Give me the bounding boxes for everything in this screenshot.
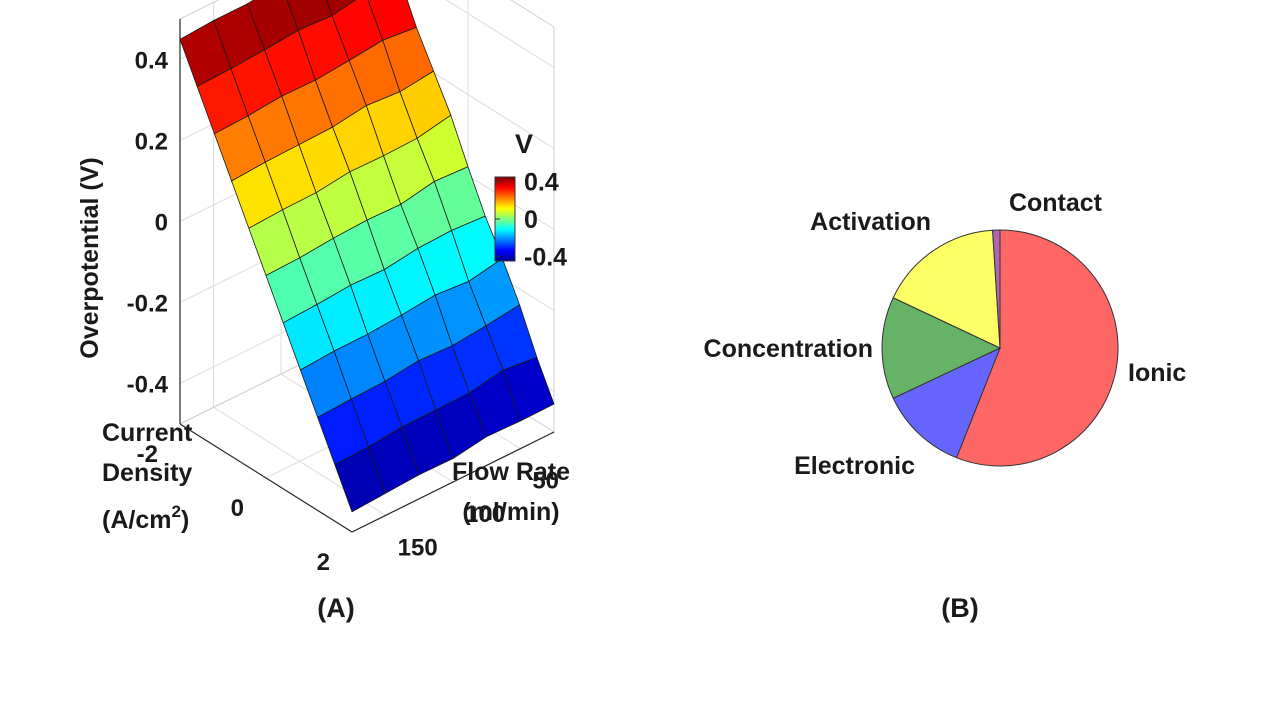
colorbar-ticks: 0.4 0 -0.4 (495, 169, 567, 271)
y-tick-label: 50 (532, 468, 559, 495)
panel-a-label: (A) (317, 593, 354, 623)
pie-slice-contact (992, 229, 1001, 349)
panel-b-label: (B) (941, 593, 978, 623)
x-axis-label-line3: (A/cm2) (102, 502, 189, 534)
colorbar-tick-label: 0 (524, 206, 538, 234)
x-axis-label-close: ) (181, 506, 189, 534)
z-tick-label: 0.2 (135, 129, 168, 156)
y-tick-label: 100 (465, 501, 505, 528)
x-axis-label: Current Density (A/cm2) (102, 419, 193, 534)
x-axis-label-line2: Density (102, 459, 192, 487)
surface-patch (326, 0, 357, 17)
pie-label-contact: Contact (1009, 189, 1103, 217)
x-axis-line (179, 423, 353, 533)
pie-slices (881, 229, 1119, 467)
pie-label-concentration: Concentration (704, 335, 873, 363)
pie-slice-concentration (881, 297, 1002, 399)
x-tick-label: 2 (317, 549, 330, 576)
pie-slice-activation (892, 229, 1001, 349)
x-tick-label: -2 (137, 441, 158, 468)
y-axis-label-line1: Flow Rate (452, 458, 570, 486)
z-tick-label: 0 (155, 210, 168, 237)
z-axis-label: Overpotential (V) (76, 157, 104, 358)
pie-slice-electronic (892, 347, 1001, 459)
x-axis-label-exponent: 2 (171, 502, 180, 521)
y-axis-ticks: 50 100 150 (398, 468, 559, 562)
surface-patch (334, 446, 387, 513)
surface-mesh (179, 0, 555, 513)
pie-label-ionic: Ionic (1128, 359, 1186, 387)
colorbar-title: V (515, 129, 533, 159)
box-edge (510, 0, 555, 28)
z-tick-label: 0.4 (135, 48, 169, 75)
x-axis-label-unit: (A/cm (102, 506, 171, 534)
y-axis-line (351, 431, 555, 533)
pie-label-electronic: Electronic (794, 452, 915, 480)
colorbar-tick-label: 0.4 (524, 169, 559, 197)
x-axis-label-line1: Current (102, 419, 193, 447)
y-tick-label: 150 (398, 534, 438, 561)
colorbar-tick-label: -0.4 (524, 243, 567, 271)
colorbar: V 0.4 0 -0.4 (494, 129, 567, 271)
box-edge (179, 0, 220, 20)
pie-labels: Ionic Electronic Concentration Activation Co… (704, 189, 1187, 480)
x-axis-ticks: -2 0 2 (137, 441, 330, 576)
panel-a-surface-plot: Overpotential (V) 0.4 0.2 0 -0.2 -0.4 -2 0 2 5… (76, 0, 570, 623)
pie-label-activation: Activation (810, 208, 931, 236)
y-axis-label: Flow Rate (ml/min) (452, 458, 570, 526)
z-axis-ticks: 0.4 0.2 0 -0.2 -0.4 (127, 48, 169, 399)
panel-b-pie-chart: Ionic Electronic Concentration Activation Co… (704, 189, 1187, 623)
pie-slice-ionic (955, 229, 1119, 467)
z-tick-label: -0.4 (127, 372, 169, 399)
z-tick-label: -0.2 (127, 291, 168, 318)
y-axis-label-line2: (ml/min) (462, 498, 559, 526)
x-tick-label: 0 (231, 495, 244, 522)
